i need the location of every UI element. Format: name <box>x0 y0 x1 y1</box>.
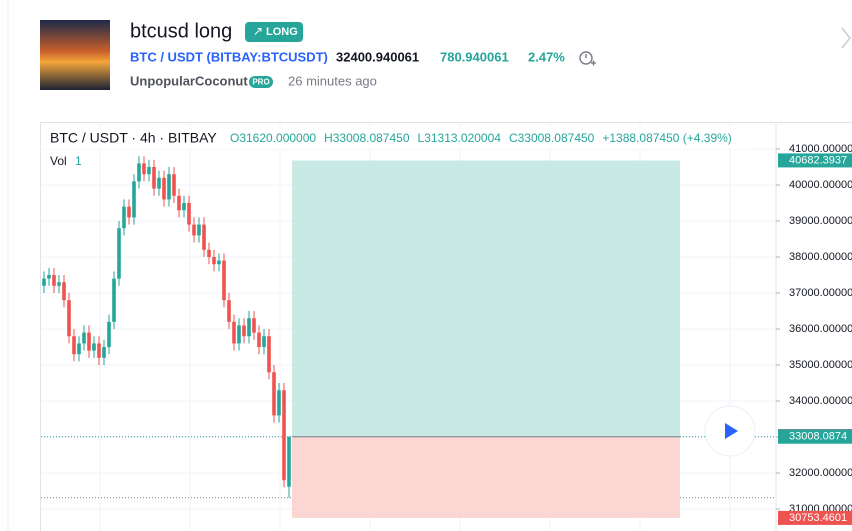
price-tag <box>778 510 852 525</box>
candle-body <box>232 321 236 344</box>
candle-body <box>122 206 126 229</box>
candle-body <box>247 318 251 337</box>
legend-item: C33008.087450 <box>509 131 595 145</box>
candle-body <box>57 282 61 286</box>
y-tick-label: 36000.00000 <box>789 323 852 335</box>
legend-symbol: BTC / USDT · 4h · BITBAY <box>50 130 217 146</box>
candle-body <box>257 332 261 348</box>
symbol-link[interactable]: BTC / USDT (BITBAY:BTCUSDT) <box>130 49 328 64</box>
candle-body <box>147 167 151 175</box>
profit-zone <box>292 160 680 437</box>
candle-body <box>107 321 111 348</box>
volume-value: 1 <box>75 154 82 168</box>
candle-body <box>207 249 211 258</box>
candle-body <box>287 436 291 487</box>
candle-body <box>152 167 156 189</box>
candle-body <box>132 181 136 218</box>
candle-body <box>112 278 116 322</box>
candle-body <box>102 347 106 358</box>
y-tick-label: 39000.00000 <box>789 215 852 227</box>
candle-body <box>272 372 276 416</box>
candle-body <box>167 174 171 200</box>
legend-item: O31620.000000 <box>230 131 316 145</box>
candle-body <box>97 343 101 358</box>
candle-body <box>202 224 206 250</box>
candle-body <box>82 332 86 344</box>
idea-title[interactable]: btcusd long <box>130 20 232 42</box>
price-tag-label: 33008.0874 <box>789 431 847 443</box>
candle-body <box>267 336 271 373</box>
candle-body <box>197 224 201 236</box>
candle-body <box>47 275 51 279</box>
y-tick-label: 35000.00000 <box>789 359 852 371</box>
candle-body <box>87 332 91 351</box>
chart-frame <box>40 122 852 531</box>
candle-body <box>282 390 286 481</box>
candle-body <box>262 336 266 348</box>
price-tag-label: 40682.3937 <box>789 154 847 166</box>
candle-body <box>217 260 221 265</box>
price-tag-label: 30753.4601 <box>789 512 847 524</box>
candle-body <box>117 228 121 279</box>
badge-arrow: ↗ <box>253 24 263 38</box>
y-tick-label: 37000.00000 <box>789 287 852 299</box>
loss-zone <box>292 436 680 518</box>
candle-body <box>157 177 161 189</box>
candle-body <box>92 343 96 351</box>
candle-body <box>172 174 176 196</box>
thumbnail[interactable] <box>40 20 110 90</box>
candle-body <box>252 318 256 333</box>
candle-body <box>177 195 181 211</box>
y-tick-label: 40000.00000 <box>789 179 852 191</box>
y-tick-label: 34000.00000 <box>789 395 852 407</box>
next-arrow[interactable] <box>841 27 851 49</box>
pro-badge <box>249 76 273 88</box>
candle-body <box>52 275 56 286</box>
candle-body <box>67 300 71 337</box>
legend-item: H33008.087450 <box>324 131 410 145</box>
change: 780.940061 <box>440 49 509 64</box>
legend-bg <box>41 129 751 149</box>
legend-item: L31313.020004 <box>418 131 502 145</box>
price: 32400.940061 <box>336 49 419 64</box>
candle-body <box>127 206 131 218</box>
price-tag <box>778 153 852 168</box>
candle-body <box>162 177 166 200</box>
y-tick-label: 32000.00000 <box>789 467 852 479</box>
candle-body <box>237 325 241 344</box>
author[interactable]: UnpopularCoconut <box>130 73 248 88</box>
long-badge <box>245 22 303 42</box>
candle-body <box>182 203 186 211</box>
candle-body <box>222 260 226 301</box>
candle-body <box>212 257 216 265</box>
candle-body <box>77 343 81 355</box>
candle-body <box>142 163 146 175</box>
candle-body <box>42 278 46 286</box>
legend-item: +1388.087450 (+4.39%) <box>602 131 731 145</box>
price-tag <box>778 429 852 444</box>
candle-body <box>72 336 76 355</box>
change-pct: 2.47% <box>528 49 565 64</box>
candle-body <box>137 163 141 182</box>
candle-body <box>242 325 246 337</box>
volume-label: Vol <box>50 154 67 168</box>
y-tick-label: 38000.00000 <box>789 251 852 263</box>
candle-body <box>227 300 231 322</box>
candle-body <box>277 390 281 416</box>
candle-body <box>62 282 66 301</box>
pro-text: PRO <box>252 78 269 87</box>
candle-body <box>192 224 196 236</box>
time: 26 minutes ago <box>288 73 377 88</box>
y-tick-label: 41000.00000 <box>789 143 852 155</box>
play-button[interactable] <box>704 405 756 457</box>
candle-body <box>187 203 191 225</box>
badge-text: LONG <box>266 26 298 38</box>
alarm-icon[interactable] <box>579 51 596 66</box>
